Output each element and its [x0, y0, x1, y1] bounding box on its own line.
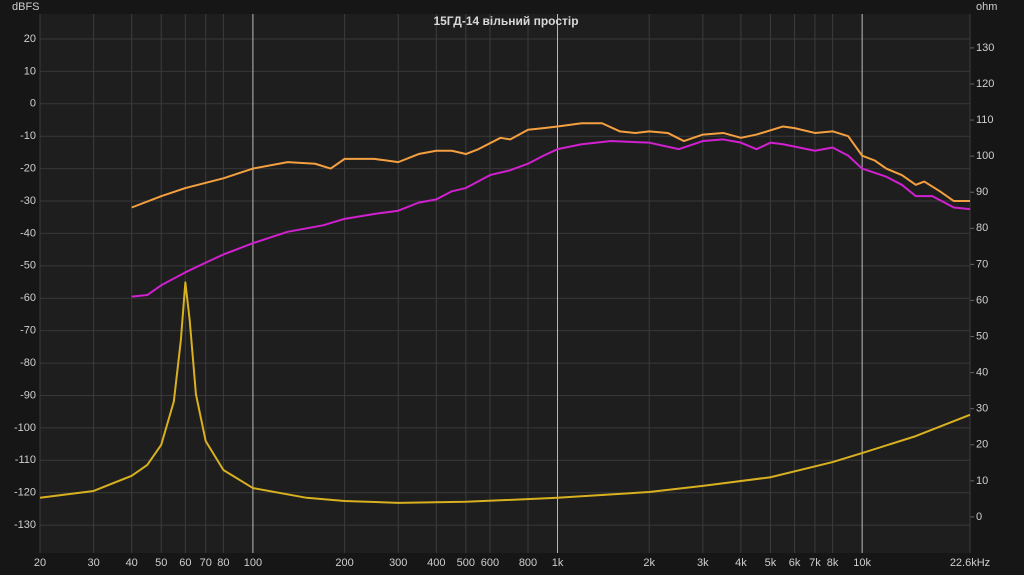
- y2-tick-label: 30: [976, 403, 988, 415]
- x-tick-label: 80: [217, 557, 229, 569]
- y2-tick-label: 20: [976, 439, 988, 451]
- y2-tick-label: 130: [976, 42, 994, 54]
- series-line: [131, 122, 970, 209]
- x-tick-label: 20: [34, 557, 46, 569]
- y-tick-label: 20: [24, 33, 36, 45]
- x-tick-label: 40: [126, 557, 138, 569]
- x-tick-label: 5k: [765, 557, 777, 569]
- y2-tick-label: 60: [976, 294, 988, 306]
- x-tick-label: 6k: [789, 557, 801, 569]
- y-tick-label: -60: [20, 292, 36, 304]
- x-tick-label: 10k: [853, 557, 871, 569]
- x-tick-label: 1k: [552, 557, 564, 569]
- x-tick-label: 200: [335, 557, 353, 569]
- y2-tick-label: 10: [976, 475, 988, 487]
- x-tick-label: 100: [244, 557, 262, 569]
- x-tick-label: 70: [200, 557, 212, 569]
- x-tick-label: 7k: [809, 557, 821, 569]
- x-tick-label: 2k: [643, 557, 655, 569]
- y2-tick-label: 40: [976, 367, 988, 379]
- y-tick-label: -10: [20, 130, 36, 142]
- x-tick-label: 3k: [697, 557, 709, 569]
- y-tick-label: -20: [20, 163, 36, 175]
- y-tick-label: -40: [20, 227, 36, 239]
- y-axis-label: dBFS: [12, 1, 40, 13]
- y2-tick-label: 50: [976, 330, 988, 342]
- y-tick-label: -100: [14, 422, 36, 434]
- y-tick-label: -120: [14, 487, 36, 499]
- y-tick-label: 0: [30, 98, 36, 110]
- x-tick-label: 500: [457, 557, 475, 569]
- y2-axis-label: ohm: [976, 1, 997, 13]
- y-tick-label: -90: [20, 389, 36, 401]
- y-tick-label: -110: [15, 454, 36, 466]
- grid: [39, 14, 974, 553]
- y-tick-label: -130: [14, 519, 36, 531]
- y2-tick-label: 70: [976, 258, 988, 270]
- y2-tick-label: 100: [976, 150, 994, 162]
- y-tick-label: -50: [20, 260, 36, 272]
- y2-tick-label: 110: [976, 114, 994, 126]
- plot-area: [40, 14, 970, 553]
- y-tick-label: -30: [20, 195, 36, 207]
- x-tick-label: 300: [389, 557, 407, 569]
- lines: [39, 122, 971, 504]
- x-tick-label: 22.6kHz: [950, 557, 990, 569]
- x-tick-label: 60: [179, 557, 191, 569]
- series-line: [39, 281, 971, 504]
- chart-title: 15ГД-14 вільний простір: [433, 14, 578, 28]
- x-tick-label: 400: [427, 557, 445, 569]
- x-tick-label: 600: [481, 557, 499, 569]
- x-tick-label: 800: [519, 557, 537, 569]
- y-tick-label: -80: [20, 357, 36, 369]
- x-tick-label: 8k: [827, 557, 839, 569]
- y2-tick-label: 90: [976, 186, 988, 198]
- y-tick-label: 10: [24, 65, 36, 77]
- y-tick-label: -70: [20, 325, 36, 337]
- x-tick-label: 4k: [735, 557, 747, 569]
- y2-tick-label: 0: [976, 511, 982, 523]
- y2-tick-label: 80: [976, 222, 988, 234]
- y2-tick-label: 120: [976, 78, 994, 90]
- x-tick-label: 30: [88, 557, 100, 569]
- x-tick-label: 50: [155, 557, 167, 569]
- series-line: [131, 138, 971, 298]
